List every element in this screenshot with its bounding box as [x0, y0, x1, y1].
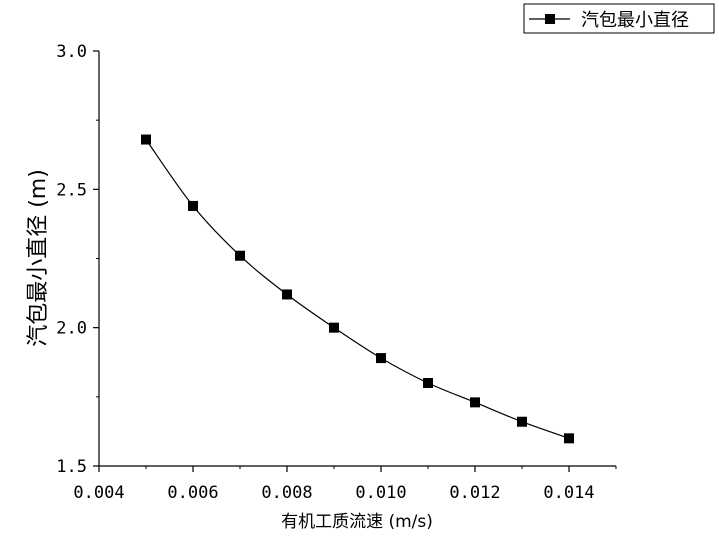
x-ticks: 0.004 0.006 0.008 0.010 0.012 0.014: [73, 466, 617, 503]
series-line: [145, 139, 570, 439]
legend-marker: [545, 14, 555, 24]
axes: [98, 51, 616, 467]
y-tick-label: 1.5: [56, 457, 87, 477]
data-point-marker: [329, 322, 339, 333]
series-curve: [145, 139, 570, 439]
series-points: [141, 134, 574, 444]
data-point-marker: [517, 416, 527, 427]
x-tick-label: 0.012: [449, 483, 500, 503]
x-tick-label: 0.014: [543, 483, 594, 503]
x-axis-label: 有机工质流速 (m/s): [281, 512, 433, 532]
y-tick-label: 3.0: [56, 42, 87, 62]
x-tick-label: 0.006: [167, 483, 218, 503]
data-point-marker: [564, 433, 574, 444]
y-tick-label: 2.5: [56, 180, 87, 200]
data-point-marker: [376, 353, 386, 364]
legend-series-name: 汽包最小直径: [581, 10, 689, 31]
data-point-marker: [235, 250, 245, 261]
x-tick-label: 0.004: [73, 483, 124, 503]
data-point-marker: [141, 134, 151, 145]
y-tick-label: 2.0: [56, 319, 87, 339]
data-point-marker: [188, 200, 198, 211]
y-ticks: 1.5 2.0 2.5 3.0: [56, 42, 99, 477]
y-axis-label: 汽包最小直径 (m): [26, 169, 51, 347]
legend: 汽包最小直径: [523, 3, 715, 34]
data-point-marker: [470, 397, 480, 408]
data-point-marker: [423, 378, 433, 388]
x-tick-label: 0.010: [355, 483, 406, 503]
data-point-marker: [282, 289, 292, 300]
x-tick-label: 0.008: [261, 483, 312, 503]
